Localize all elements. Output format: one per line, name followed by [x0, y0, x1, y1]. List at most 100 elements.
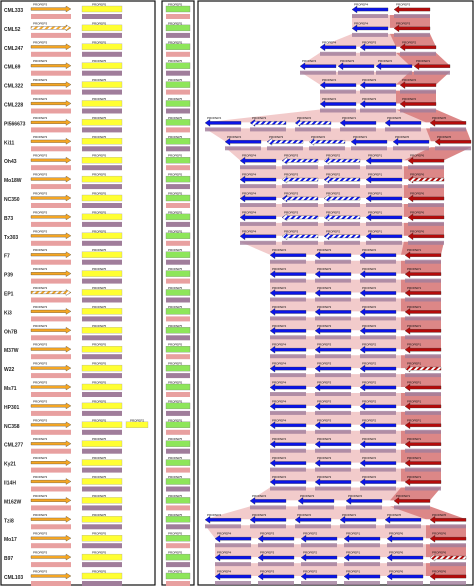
gene-propep3-left: [30, 81, 72, 88]
right-band: [270, 429, 306, 434]
gene-label: PROPEP3: [300, 494, 315, 498]
gene-label: PROPEP3: [33, 59, 48, 63]
gene-label: PROPEP5: [92, 324, 107, 328]
right-band: [320, 51, 356, 56]
gene-propep5-mid: [165, 62, 191, 69]
gene-label: PROPEP2: [362, 437, 377, 441]
line-label: M162W: [4, 499, 22, 505]
gene-propep5-mid: [165, 289, 191, 296]
left-band-b: [82, 89, 122, 95]
gene-propep3-left: [30, 459, 72, 466]
synteny-band: [300, 71, 450, 85]
gene-label: PROPEP5: [168, 286, 183, 290]
right-band: [360, 467, 396, 472]
gene-label: PROPEP2: [362, 286, 377, 290]
synteny-band: [270, 411, 441, 425]
right-band: [360, 278, 396, 283]
left-band-a: [31, 581, 71, 586]
gene-arrow-right: [351, 24, 389, 33]
gene-propep2-left: [125, 421, 149, 428]
left-band-a: [31, 278, 71, 284]
gene-label: PROPEP4: [272, 343, 287, 347]
gene-label: PROPEP5: [168, 21, 183, 25]
gene-label: PROPEP5: [168, 494, 183, 498]
gene-propep5-left: [81, 478, 123, 485]
gene-label: PROPEP2: [297, 116, 312, 120]
left-band-a: [31, 429, 71, 435]
right-band: [408, 184, 444, 189]
gene-propep3-left: [30, 308, 72, 315]
gene-propep3-left: [30, 440, 72, 447]
gene-label: PROPEP4: [272, 418, 287, 422]
gene-label: PROPEP4: [322, 78, 337, 82]
gene-propep5-left: [81, 194, 123, 202]
gene-propep5-left: [81, 572, 123, 580]
gene-arrow-right: [323, 232, 361, 241]
gene-label: PROPEP4: [227, 135, 242, 139]
gene-label: PROPEP5: [92, 456, 107, 460]
gene-label: PROPEP5: [92, 475, 107, 479]
left-band-b: [82, 184, 122, 190]
right-band: [366, 221, 402, 226]
gene-arrow-right: [204, 119, 242, 127]
left-band-b: [82, 486, 122, 492]
gene-label: PROPEP5: [168, 210, 183, 214]
synteny-band-strong: [401, 355, 441, 369]
gene-label: PROPEP2: [326, 210, 341, 214]
right-band: [270, 410, 306, 415]
left-band-a: [31, 543, 71, 549]
gene-label: PROPEP2: [378, 59, 393, 63]
gene-label: PROPEP1: [407, 286, 422, 290]
gene-propep5-left: [81, 289, 123, 296]
mid-band: [166, 32, 190, 38]
gene-label: PROPEP2: [362, 267, 377, 271]
gene-label: PROPEP5: [168, 97, 183, 101]
line-label: CML52: [4, 27, 21, 33]
left-band-b: [82, 335, 122, 341]
gene-label: PROPEP2: [362, 248, 377, 252]
gene-label: PROPEP3: [33, 78, 48, 82]
gene-label: PROPEP1: [368, 154, 383, 158]
gene-label: PROPEP6: [432, 551, 447, 555]
right-band: [376, 70, 412, 75]
line-label: Oh43: [4, 159, 17, 165]
gene-propep5-mid: [165, 175, 191, 183]
synteny-band: [270, 355, 441, 369]
right-band: [338, 70, 374, 75]
gene-arrow-right: [314, 364, 352, 373]
gene-arrow-right: [239, 213, 277, 222]
gene-propep3-left: [30, 270, 72, 277]
gene-propep3-left: [30, 156, 72, 164]
right-band: [270, 354, 306, 359]
gene-label: PROPEP5: [92, 399, 107, 403]
gene-arrow-right: [404, 459, 442, 467]
mid-band: [166, 203, 190, 208]
right-band: [205, 127, 241, 132]
left-band-a: [31, 410, 71, 416]
gene-arrow-right: [429, 572, 467, 581]
left-band-b: [82, 297, 122, 303]
gene-label: PROPEP5: [92, 551, 107, 555]
right-band: [301, 562, 337, 567]
right-band: [360, 259, 396, 264]
right-band: [393, 146, 429, 151]
mid-band: [166, 146, 190, 152]
gene-propep5-mid: [165, 383, 191, 391]
gene-label: PROPEP3: [284, 210, 299, 214]
right-band: [270, 448, 306, 453]
synteny-band-strong: [401, 241, 444, 255]
gene-arrow-right: [314, 440, 352, 448]
gene-label: PROPEP2: [348, 494, 363, 498]
gene-label: PROPEP4: [272, 267, 287, 271]
synteny-band-strong: [396, 71, 450, 85]
mid-band: [166, 184, 190, 190]
gene-propep5-mid: [165, 5, 191, 13]
gene-label: PROPEP5: [92, 532, 107, 536]
right-band: [405, 373, 441, 378]
gene-label: PROPEP3: [33, 475, 48, 479]
gene-arrow-right: [365, 194, 403, 203]
gene-arrow-right: [314, 421, 352, 430]
right-band: [405, 297, 441, 302]
gene-label: PROPEP5: [92, 437, 107, 441]
gene-propep5-left: [81, 383, 123, 391]
